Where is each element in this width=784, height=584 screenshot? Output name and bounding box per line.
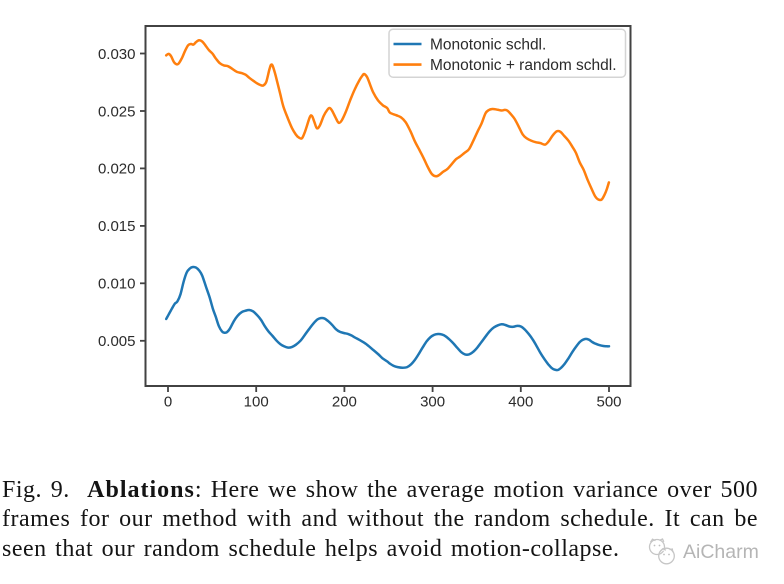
svg-text:Monotonic + random schdl.: Monotonic + random schdl. bbox=[430, 57, 617, 74]
svg-text:400: 400 bbox=[508, 394, 533, 411]
svg-text:0.010: 0.010 bbox=[98, 276, 136, 293]
svg-text:500: 500 bbox=[596, 394, 621, 411]
svg-text:100: 100 bbox=[244, 394, 269, 411]
svg-text:0.025: 0.025 bbox=[98, 103, 136, 120]
svg-text:300: 300 bbox=[420, 394, 445, 411]
svg-text:0.015: 0.015 bbox=[98, 218, 136, 235]
svg-text:Monotonic schdl.: Monotonic schdl. bbox=[430, 36, 546, 53]
svg-text:0.020: 0.020 bbox=[98, 161, 136, 178]
svg-text:0.030: 0.030 bbox=[98, 46, 136, 63]
svg-text:200: 200 bbox=[332, 394, 357, 411]
svg-text:0.005: 0.005 bbox=[98, 333, 136, 350]
svg-text:0: 0 bbox=[164, 394, 172, 411]
